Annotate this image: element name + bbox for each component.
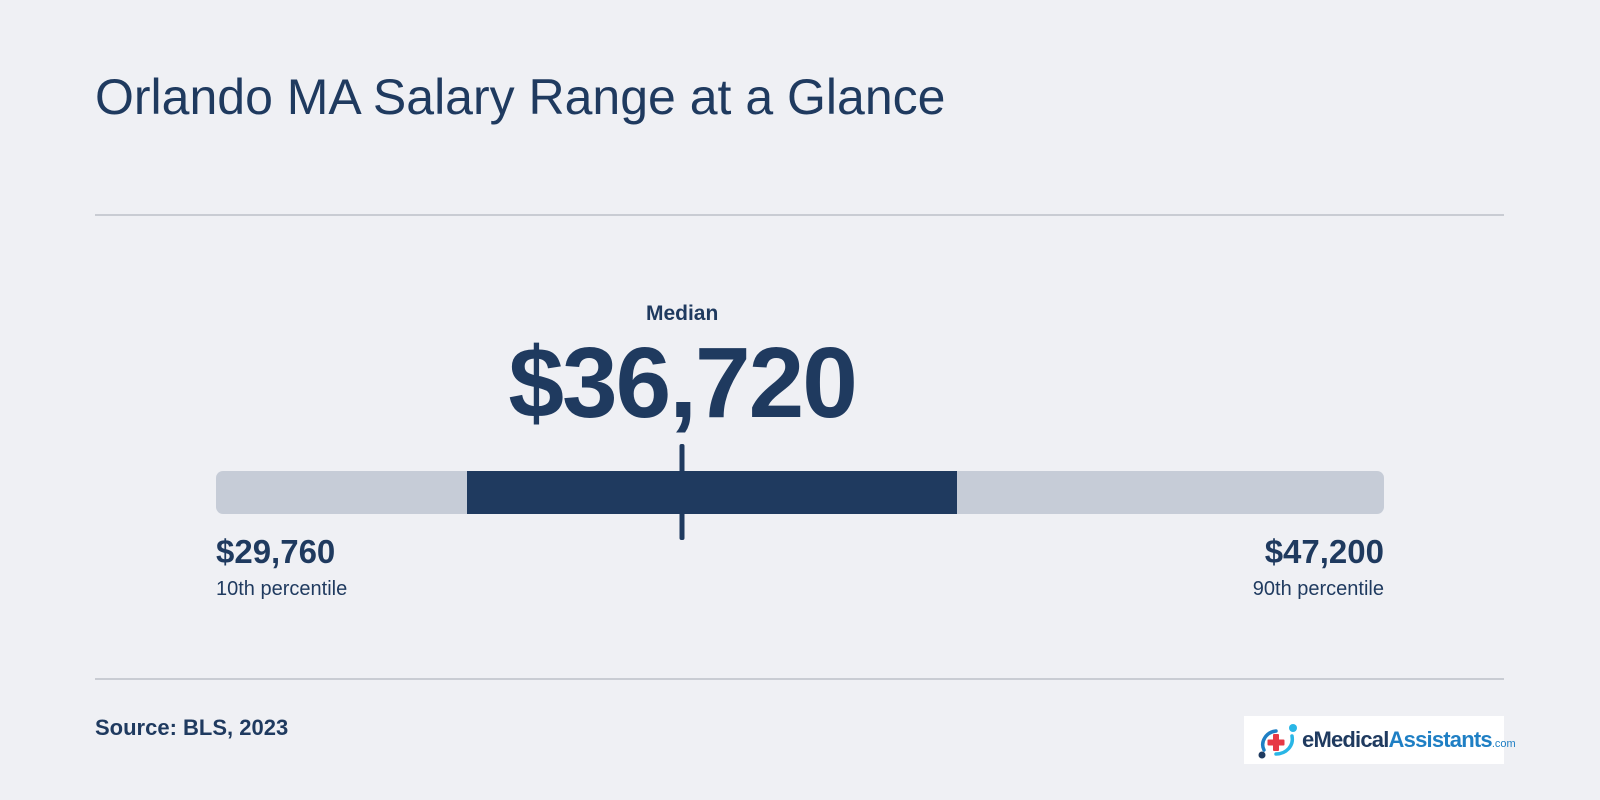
median-value: $36,720 [508,327,857,439]
bottom-divider [95,678,1504,680]
top-divider [95,214,1504,216]
salary-range-track [216,471,1384,514]
low-percentile-label: 10th percentile [216,578,348,600]
interquartile-range-bar [467,471,957,514]
low-percentile-value: $29,760 [216,533,336,570]
median-marker [679,444,685,540]
medical-cross-logo-icon [1258,724,1297,759]
logo-wordmark: eMedicalAssistants.com [1302,727,1516,752]
median-label: Median [645,302,719,325]
chart-title: Orlando MA Salary Range at a Glance [95,69,946,125]
high-percentile-label: 90th percentile [1252,578,1384,600]
emedicalassistants-logo[interactable]: eMedicalAssistants.com [1244,716,1516,764]
source-note: Source: BLS, 2023 [95,715,289,740]
high-percentile-value: $47,200 [1264,533,1384,570]
